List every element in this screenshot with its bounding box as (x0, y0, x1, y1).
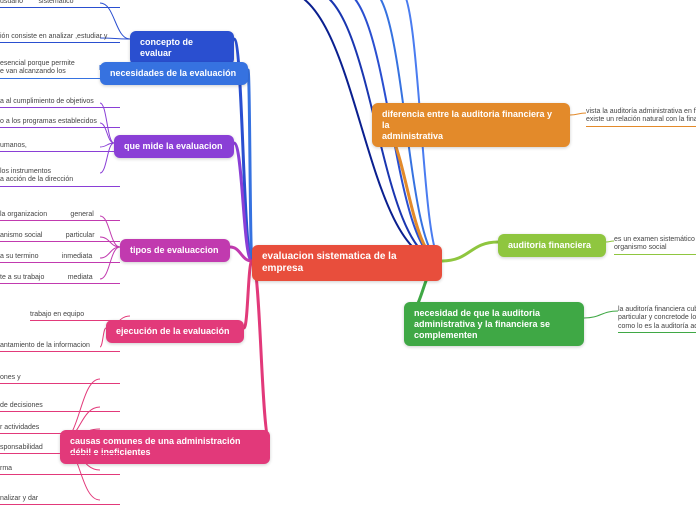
leaf-text: esencial porque permite e van alcanzando… (0, 60, 120, 79)
center-node[interactable]: evaluacion sistematica de la empresa (252, 245, 442, 281)
leaf-text: te a su trabajo mediata (0, 274, 120, 284)
leaf-text: a al cumplimiento de objetivos (0, 98, 120, 108)
leaf-text: vista la auditoría administrativa en for… (586, 108, 696, 127)
leaf-text: ones y (0, 374, 120, 384)
diferencia-node[interactable]: diferencia entre la auditoria financiera… (372, 103, 570, 147)
quemide-node[interactable]: que mide la evaluacion (114, 135, 234, 158)
leaf-text: es un examen sistemático de organismo so… (614, 236, 696, 255)
necesidades-node[interactable]: necesidades de la evaluación (100, 62, 248, 85)
ejecucion-node[interactable]: ejecución de la evaluación (106, 320, 244, 343)
tipos-node[interactable]: tipos de evaluaccion (120, 239, 230, 262)
necesidad-node[interactable]: necesidad de que la auditoria administra… (404, 302, 584, 346)
leaf-text: a su termino inmediata (0, 253, 120, 263)
leaf-text: anismo social particular (0, 232, 120, 242)
leaf-text: ión consiste en analizar ,estudiar y (0, 33, 120, 43)
leaf-text: de decisiones (0, 402, 120, 412)
leaf-text: r actividades (0, 424, 120, 434)
leaf-text: umanos, (0, 142, 120, 152)
leaf-text: la organizacion general (0, 211, 120, 221)
leaf-text: antamiento de la informacion (0, 342, 120, 352)
leaf-text: los instrumentos a acción de la direcció… (0, 168, 120, 187)
leaf-text: nalizar y dar (0, 495, 120, 505)
leaf-text: sponsabilidad (0, 444, 120, 454)
audfin-node[interactable]: auditoria financiera (498, 234, 606, 257)
leaf-text: trabajo en equipo (30, 311, 150, 321)
leaf-text: rma (0, 465, 120, 475)
leaf-text: usuario sistematico (0, 0, 120, 8)
leaf-text: la auditoría financiera cubre particular… (618, 306, 696, 333)
leaf-text: o a los programas establecidos (0, 118, 120, 128)
concepto-node[interactable]: concepto de evaluar (130, 31, 234, 65)
